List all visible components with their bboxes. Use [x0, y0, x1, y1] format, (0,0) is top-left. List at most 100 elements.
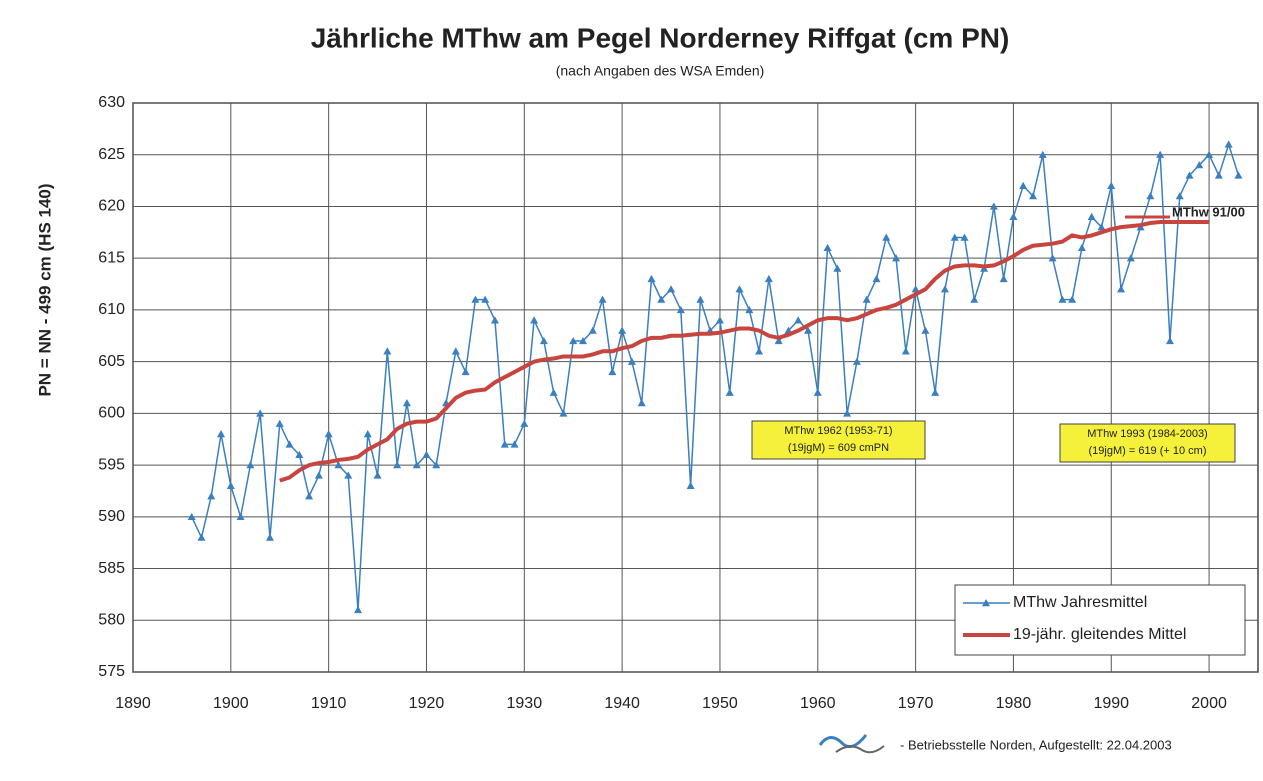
marker	[246, 461, 255, 469]
marker	[647, 274, 656, 283]
marker	[999, 274, 1008, 283]
annotation-text: MThw 91/00	[1172, 204, 1245, 219]
marker	[667, 285, 676, 293]
marker	[549, 388, 558, 396]
marker	[940, 285, 949, 293]
marker	[745, 305, 754, 314]
marker	[1205, 150, 1214, 158]
marker	[833, 264, 842, 272]
footer: - Betriebsstelle Norden, Aufgestellt: 22…	[900, 737, 1172, 752]
x-tick-label: 1960	[800, 695, 836, 712]
y-tick-label: 595	[98, 456, 125, 473]
marker	[696, 295, 705, 303]
y-tick-label: 600	[98, 405, 125, 422]
marker	[1107, 181, 1116, 189]
y-tick-label: 630	[98, 94, 125, 111]
marker	[1038, 150, 1047, 158]
marker	[324, 430, 333, 438]
marker	[471, 295, 480, 303]
marker	[823, 243, 832, 252]
marker	[197, 533, 206, 541]
marker	[461, 367, 470, 376]
marker	[657, 295, 666, 303]
marker	[1224, 140, 1233, 148]
marker	[344, 471, 353, 479]
x-tick-label: 1940	[604, 695, 640, 712]
marker	[383, 347, 392, 355]
annotation-text: MThw 1962 (1953-71)	[784, 425, 892, 437]
marker	[608, 367, 617, 376]
marker	[207, 492, 216, 500]
marker	[256, 409, 265, 417]
y-tick-label: 590	[98, 508, 125, 525]
marker	[363, 430, 372, 438]
annotation-text: (19jgM) = 619 (+ 10 cm)	[1089, 445, 1207, 457]
marker	[226, 481, 235, 489]
marker	[285, 440, 294, 448]
marker	[305, 492, 314, 500]
marker	[1048, 254, 1057, 262]
marker	[393, 461, 402, 469]
marker	[804, 326, 812, 334]
series-line	[279, 219, 1210, 483]
marker	[1175, 192, 1184, 200]
marker	[1126, 254, 1135, 262]
marker	[451, 347, 460, 355]
marker	[1068, 295, 1077, 303]
marker	[275, 419, 284, 427]
x-tick-label: 1890	[115, 695, 151, 712]
chart-subtitle: (nach Angaben des WSA Emden)	[556, 63, 765, 79]
marker	[686, 481, 695, 489]
y-tick-label: 615	[98, 249, 125, 266]
annotation-box	[1059, 423, 1236, 463]
y-tick-label: 605	[98, 353, 125, 370]
footer-logo	[818, 734, 885, 754]
marker	[481, 295, 490, 303]
marker	[843, 409, 852, 417]
marker	[813, 388, 822, 396]
marker	[1097, 223, 1106, 231]
marker	[402, 399, 411, 407]
legend-label: MThw Jahresmittel	[1013, 594, 1147, 611]
marker	[373, 471, 382, 479]
y-tick-label: 625	[98, 146, 125, 163]
marker	[1058, 295, 1067, 303]
marker	[1019, 181, 1028, 189]
annotation-box	[751, 420, 926, 460]
marker	[764, 274, 773, 283]
marker	[334, 461, 343, 469]
marker	[520, 419, 529, 427]
marker	[236, 512, 245, 521]
marker	[579, 336, 587, 345]
marker	[1214, 171, 1223, 179]
x-tick-label: 1930	[507, 695, 543, 712]
y-tick-label: 580	[98, 611, 125, 628]
marker	[676, 305, 685, 314]
marker	[627, 357, 636, 365]
marker	[1195, 161, 1204, 169]
marker	[490, 316, 499, 324]
y-tick-label: 610	[98, 301, 125, 318]
x-tick-label: 1920	[409, 695, 445, 712]
marker	[1234, 171, 1243, 179]
legend-box	[954, 584, 1246, 656]
marker	[618, 326, 627, 334]
marker	[901, 347, 910, 355]
x-tick-label: 1950	[702, 695, 738, 712]
marker	[725, 388, 734, 396]
marker	[1117, 285, 1126, 293]
annotation-text: (19jgM) = 609 cmPN	[788, 442, 889, 454]
marker	[892, 254, 901, 262]
marker	[217, 430, 226, 438]
marker	[559, 409, 568, 417]
marker	[931, 388, 940, 396]
chart-title: Jährliche MThw am Pegel Norderney Riffga…	[311, 22, 1010, 53]
x-tick-label: 1910	[311, 695, 347, 712]
marker	[588, 326, 597, 334]
marker	[1146, 192, 1155, 200]
marker	[354, 605, 362, 614]
marker	[598, 295, 607, 303]
marker	[295, 450, 304, 458]
marker	[882, 233, 891, 241]
